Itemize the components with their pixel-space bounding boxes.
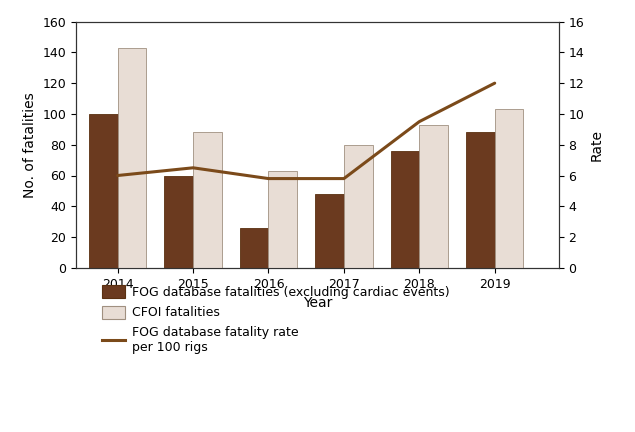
Bar bbox=[419, 125, 448, 268]
Bar bbox=[495, 109, 523, 268]
Y-axis label: Rate: Rate bbox=[590, 129, 604, 161]
Bar bbox=[466, 133, 495, 268]
Bar bbox=[164, 175, 193, 268]
Legend: FOG database fatalities (excluding cardiac events), CFOI fatalities, FOG databas: FOG database fatalities (excluding cardi… bbox=[100, 283, 452, 357]
Bar bbox=[193, 133, 222, 268]
Bar bbox=[117, 48, 146, 268]
Bar bbox=[315, 194, 344, 268]
Bar bbox=[269, 171, 297, 268]
Bar bbox=[89, 114, 117, 268]
Bar bbox=[391, 151, 419, 268]
X-axis label: Year: Year bbox=[303, 296, 332, 310]
Bar bbox=[344, 145, 373, 268]
Bar bbox=[240, 228, 269, 268]
Y-axis label: No. of fatalities: No. of fatalities bbox=[23, 92, 37, 197]
